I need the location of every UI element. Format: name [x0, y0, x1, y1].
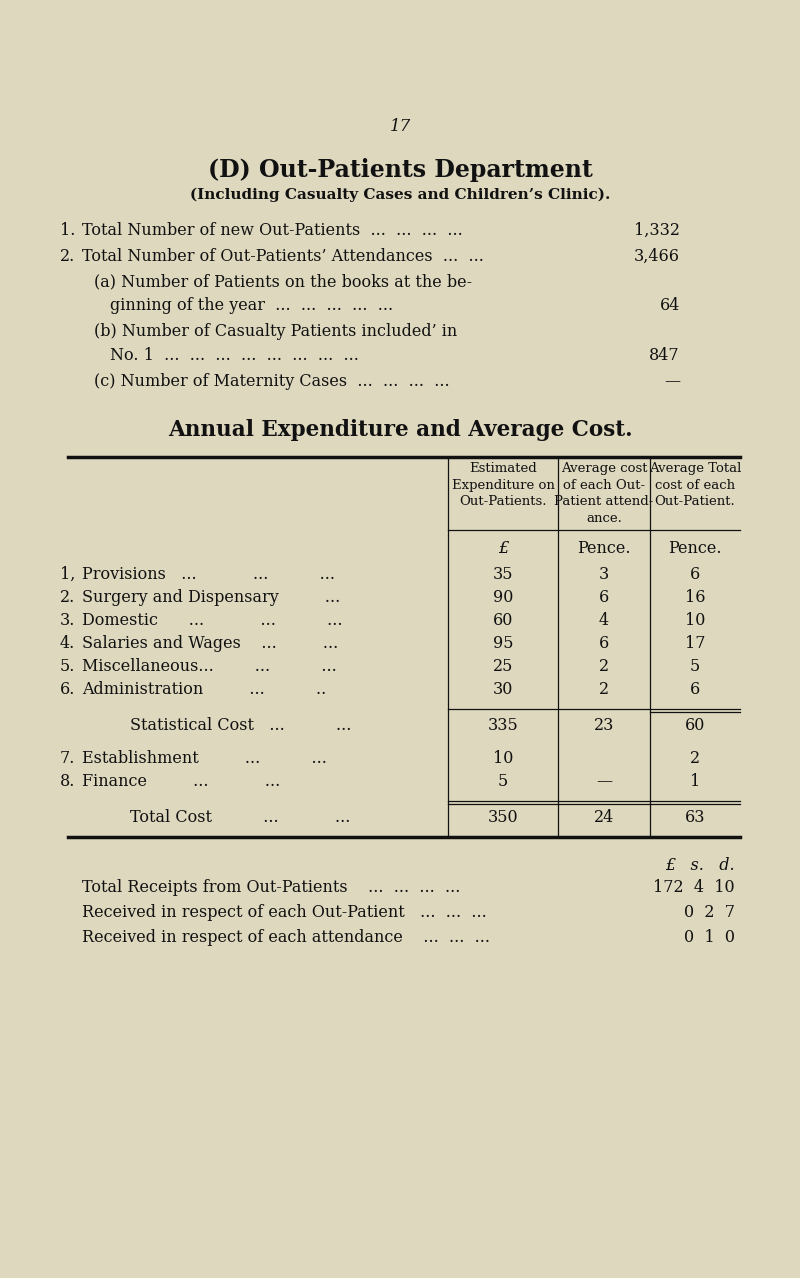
- Text: 2: 2: [599, 681, 609, 698]
- Text: 6: 6: [599, 635, 609, 652]
- Text: Annual Expenditure and Average Cost.: Annual Expenditure and Average Cost.: [168, 419, 632, 441]
- Text: Total Number of Out-Patients’ Attendances  ...  ...: Total Number of Out-Patients’ Attendance…: [82, 248, 484, 265]
- Text: Establishment         ...          ...: Establishment ... ...: [82, 750, 327, 767]
- Text: (D) Out-Patients Department: (D) Out-Patients Department: [208, 158, 592, 181]
- Text: £   s.   d.: £ s. d.: [666, 858, 735, 874]
- Text: 2: 2: [690, 750, 700, 767]
- Text: 63: 63: [685, 809, 706, 826]
- Text: 2.: 2.: [60, 248, 75, 265]
- Text: 60: 60: [493, 612, 513, 629]
- Text: 17: 17: [685, 635, 706, 652]
- Text: Finance         ...           ...: Finance ... ...: [82, 773, 280, 790]
- Text: 90: 90: [493, 589, 513, 606]
- Text: Received in respect of each attendance    ...  ...  ...: Received in respect of each attendance .…: [82, 929, 490, 946]
- Text: 5: 5: [690, 658, 700, 675]
- Text: —: —: [596, 773, 612, 790]
- Text: 35: 35: [493, 566, 514, 583]
- Text: Statistical Cost   ...          ...: Statistical Cost ... ...: [130, 717, 351, 734]
- Text: 0  2  7: 0 2 7: [684, 904, 735, 921]
- Text: (b) Number of Casualty Patients included’ in: (b) Number of Casualty Patients included…: [94, 323, 458, 340]
- Text: 4: 4: [599, 612, 609, 629]
- Text: (a) Number of Patients on the books at the be-: (a) Number of Patients on the books at t…: [94, 273, 472, 290]
- Text: 17: 17: [390, 118, 410, 135]
- Text: 7.: 7.: [60, 750, 75, 767]
- Text: Estimated
Expenditure on
Out-Patients.: Estimated Expenditure on Out-Patients.: [451, 463, 554, 507]
- Text: 2.: 2.: [60, 589, 75, 606]
- Text: 1,: 1,: [60, 566, 75, 583]
- Text: 24: 24: [594, 809, 614, 826]
- Text: Surgery and Dispensary         ...: Surgery and Dispensary ...: [82, 589, 340, 606]
- Text: 1: 1: [690, 773, 700, 790]
- Text: 5.: 5.: [60, 658, 75, 675]
- Text: 25: 25: [493, 658, 513, 675]
- Text: Average cost
of each Out-
Patient attend-
ance.: Average cost of each Out- Patient attend…: [554, 463, 654, 524]
- Text: 6: 6: [690, 681, 700, 698]
- Text: 2: 2: [599, 658, 609, 675]
- Text: 8.: 8.: [60, 773, 75, 790]
- Text: 10: 10: [685, 612, 705, 629]
- Text: 6: 6: [599, 589, 609, 606]
- Text: 4.: 4.: [60, 635, 75, 652]
- Text: 95: 95: [493, 635, 514, 652]
- Text: 6: 6: [690, 566, 700, 583]
- Text: 60: 60: [685, 717, 705, 734]
- Text: Pence.: Pence.: [668, 541, 722, 557]
- Text: Total Number of new Out-Patients  ...  ...  ...  ...: Total Number of new Out-Patients ... ...…: [82, 222, 462, 239]
- Text: Total Receipts from Out-Patients    ...  ...  ...  ...: Total Receipts from Out-Patients ... ...…: [82, 879, 460, 896]
- Text: 23: 23: [594, 717, 614, 734]
- Text: 3,466: 3,466: [634, 248, 680, 265]
- Text: 3: 3: [599, 566, 609, 583]
- Text: 3.: 3.: [60, 612, 75, 629]
- Text: —: —: [664, 373, 680, 390]
- Text: Total Cost          ...           ...: Total Cost ... ...: [130, 809, 350, 826]
- Text: Miscellaneous...        ...          ...: Miscellaneous... ... ...: [82, 658, 337, 675]
- Text: Received in respect of each Out-Patient   ...  ...  ...: Received in respect of each Out-Patient …: [82, 904, 486, 921]
- Text: 1.: 1.: [60, 222, 75, 239]
- Text: 10: 10: [493, 750, 513, 767]
- Text: Administration         ...          ..: Administration ... ..: [82, 681, 326, 698]
- Text: (c) Number of Maternity Cases  ...  ...  ...  ...: (c) Number of Maternity Cases ... ... ..…: [94, 373, 450, 390]
- Text: 172  4  10: 172 4 10: [654, 879, 735, 896]
- Text: 6.: 6.: [60, 681, 75, 698]
- Text: 64: 64: [660, 296, 680, 314]
- Text: Domestic      ...           ...          ...: Domestic ... ... ...: [82, 612, 342, 629]
- Text: 350: 350: [488, 809, 518, 826]
- Text: 0  1  0: 0 1 0: [684, 929, 735, 946]
- Text: 16: 16: [685, 589, 706, 606]
- Text: £: £: [498, 541, 508, 557]
- Text: 5: 5: [498, 773, 508, 790]
- Text: 847: 847: [650, 348, 680, 364]
- Text: ginning of the year  ...  ...  ...  ...  ...: ginning of the year ... ... ... ... ...: [110, 296, 393, 314]
- Text: 335: 335: [488, 717, 518, 734]
- Text: Salaries and Wages    ...         ...: Salaries and Wages ... ...: [82, 635, 338, 652]
- Text: (Including Casualty Cases and Children’s Clinic).: (Including Casualty Cases and Children’s…: [190, 188, 610, 202]
- Text: Pence.: Pence.: [578, 541, 630, 557]
- Text: 1,332: 1,332: [634, 222, 680, 239]
- Text: No. 1  ...  ...  ...  ...  ...  ...  ...  ...: No. 1 ... ... ... ... ... ... ... ...: [110, 348, 359, 364]
- Text: Average Total
cost of each
Out-Patient.: Average Total cost of each Out-Patient.: [649, 463, 741, 507]
- Text: Provisions   ...           ...          ...: Provisions ... ... ...: [82, 566, 335, 583]
- Text: 30: 30: [493, 681, 513, 698]
